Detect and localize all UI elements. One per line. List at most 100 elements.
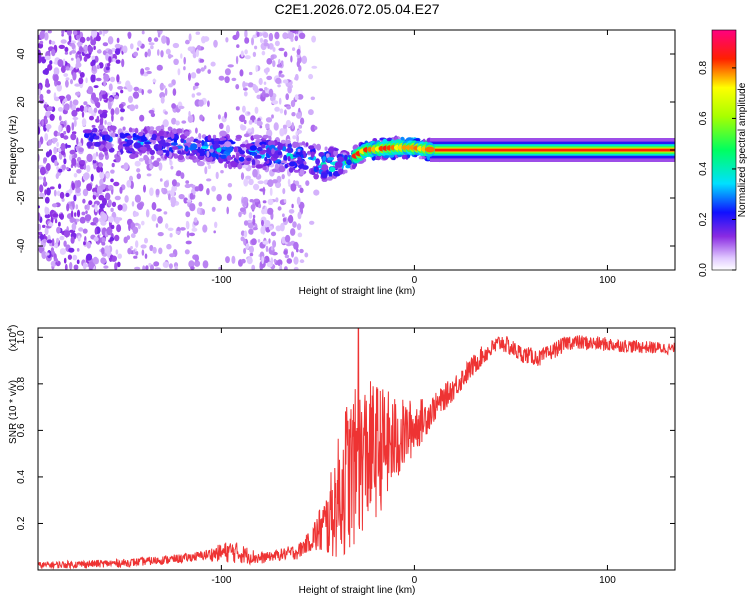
heatmap-cell	[283, 250, 288, 255]
heatmap-cell	[259, 188, 266, 192]
heatmap-cell	[83, 241, 86, 246]
heatmap-cell	[42, 224, 46, 228]
heatmap-cell	[167, 227, 174, 231]
heatmap-cell	[39, 40, 44, 45]
heatmap-cell	[89, 115, 94, 121]
heatmap-cell	[338, 168, 344, 175]
heatmap-cell	[171, 146, 179, 150]
heatmap-cell	[151, 133, 157, 140]
heatmap-cell	[98, 124, 105, 130]
heatmap-cell	[256, 146, 263, 152]
heatmap-cell	[239, 143, 247, 148]
heatmap-cell	[224, 141, 232, 148]
heatmap-cell	[105, 172, 110, 179]
heatmap-cell	[257, 239, 261, 243]
heatmap-cell	[253, 154, 262, 159]
heatmap-cell	[79, 216, 86, 224]
heatmap-cell	[88, 106, 93, 114]
heatmap-cell	[71, 122, 75, 131]
heatmap-cell	[134, 222, 139, 226]
heatmap-cell	[177, 154, 185, 161]
heatmap-cell	[143, 154, 149, 161]
colorbar-tick-label: 0.8	[698, 61, 709, 75]
heatmap-cell	[296, 112, 302, 119]
heatmap-cell	[164, 87, 168, 96]
heatmap-cell	[114, 95, 119, 100]
heatmap-cell	[277, 259, 283, 267]
heatmap-cell	[262, 166, 267, 171]
heatmap-cell	[165, 48, 171, 55]
heatmap-cell	[316, 143, 321, 151]
heatmap-cell	[184, 145, 189, 152]
heatmap-cell	[217, 114, 221, 120]
heatmap-cell	[282, 217, 287, 222]
heatmap-cell	[206, 178, 212, 182]
heatmap-cell	[213, 39, 218, 48]
heatmap-cell	[81, 211, 86, 216]
heatmap-cell	[128, 139, 133, 144]
heatmap-cell	[301, 141, 306, 146]
heatmap-cell	[115, 249, 119, 255]
heatmap-cell	[58, 95, 65, 100]
heatmap-cell	[61, 197, 65, 202]
heatmap-cell	[296, 223, 302, 231]
heatmap-cell	[102, 42, 109, 47]
heatmap-cell	[110, 207, 114, 212]
heatmap-cell	[283, 154, 288, 162]
heatmap-cell	[167, 126, 173, 132]
heatmap-cell	[63, 257, 67, 264]
heatmap-cell	[109, 236, 115, 242]
colorbar-ticks: 0.0 0.2 0.4 0.6 0.8	[698, 61, 736, 277]
heatmap-cell	[114, 154, 118, 159]
heatmap-cell	[78, 227, 84, 232]
heatmap-cell	[180, 53, 183, 59]
heatmap-cell	[96, 115, 100, 122]
heatmap-cell	[268, 32, 274, 42]
heatmap-cell	[235, 55, 239, 65]
heatmap-cell	[167, 133, 171, 138]
heatmap-cell	[225, 37, 229, 43]
heatmap-cell	[189, 137, 194, 141]
heatmap-cell	[83, 56, 88, 62]
heatmap-cell	[134, 104, 139, 110]
heatmap-cell	[114, 48, 121, 55]
heatmap-cell	[161, 35, 167, 44]
heatmap-cell	[104, 134, 111, 142]
heatmap-cell	[171, 117, 177, 125]
heatmap-cell	[104, 151, 109, 156]
heatmap-cell	[63, 135, 69, 140]
heatmap-cell	[136, 202, 144, 210]
heatmap-cell	[105, 192, 111, 201]
heatmap-cell	[296, 196, 301, 206]
heatmap-cell	[82, 262, 87, 270]
heatmap-cell	[137, 40, 142, 47]
heatmap-cell	[243, 248, 247, 254]
heatmap-cell	[45, 78, 49, 87]
heatmap-cell	[68, 247, 75, 253]
heatmap-cell	[271, 114, 274, 119]
heatmap-cell	[75, 34, 80, 40]
heatmap-cell	[130, 43, 134, 50]
heatmap-cell	[121, 58, 125, 68]
heatmap-cell	[60, 39, 67, 44]
heatmap-cell	[96, 64, 101, 70]
heatmap-cell	[235, 153, 239, 160]
heatmap-cell	[245, 175, 252, 180]
heatmap-cell	[156, 157, 161, 162]
heatmap-cell	[133, 249, 136, 255]
heatmap-cell	[72, 116, 79, 121]
heatmap-cell	[151, 202, 157, 211]
heatmap-cell	[240, 125, 247, 131]
heatmap-cell	[254, 140, 262, 148]
heatmap-cell	[58, 221, 61, 227]
heatmap-cell	[43, 104, 47, 109]
heatmap-cell	[185, 220, 189, 229]
heatmap-cell	[56, 237, 60, 243]
heatmap-cell	[127, 84, 133, 92]
heatmap-cell	[101, 241, 106, 246]
heatmap-cell	[58, 115, 62, 121]
heatmap-cell	[68, 35, 72, 43]
heatmap-cell	[139, 146, 148, 151]
heatmap-cell	[73, 264, 79, 270]
